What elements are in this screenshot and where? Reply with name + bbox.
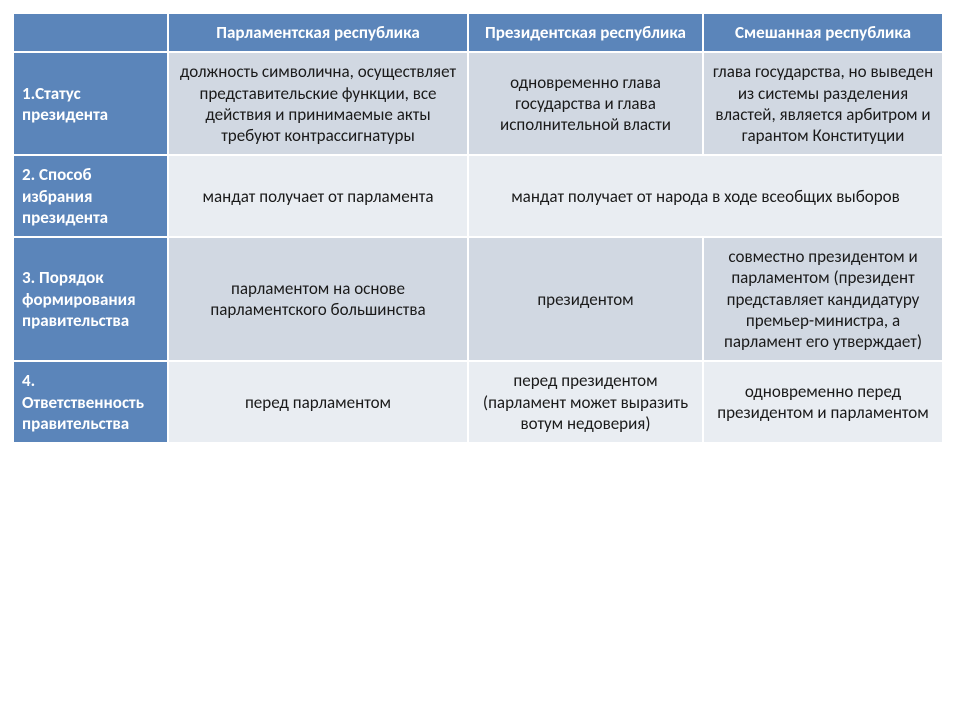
cell-r1c1: должность символична, осуществляет предс… — [168, 52, 468, 155]
col-header-1: Парламентская республика — [168, 13, 468, 52]
row-header-4: 4. Ответственность правительства — [13, 361, 168, 443]
corner-cell — [13, 13, 168, 52]
table-header-row: Парламентская республика Президентская р… — [13, 13, 943, 52]
row-header-1: 1.Статус президента — [13, 52, 168, 155]
cell-r4c2: перед президентом (парламент может выраз… — [468, 361, 703, 443]
cell-r3c3: совместно президентом и парламентом (пре… — [703, 237, 943, 361]
cell-r3c1: парламентом на основе парламентского бол… — [168, 237, 468, 361]
cell-r1c2: одновременно глава государства и глава и… — [468, 52, 703, 155]
col-header-3: Смешанная республика — [703, 13, 943, 52]
table-row: 1.Статус президента должность символична… — [13, 52, 943, 155]
cell-r4c1: перед парламентом — [168, 361, 468, 443]
col-header-2: Президентская республика — [468, 13, 703, 52]
cell-r4c3: одновременно перед президентом и парламе… — [703, 361, 943, 443]
cell-r1c3: глава государства, но выведен из системы… — [703, 52, 943, 155]
table-row: 3. Порядок формирования правительства па… — [13, 237, 943, 361]
cell-r2c1: мандат получает от парламента — [168, 155, 468, 237]
comparison-table: Парламентская республика Президентская р… — [12, 12, 944, 444]
table-row: 4. Ответственность правительства перед п… — [13, 361, 943, 443]
row-header-3: 3. Порядок формирования правительства — [13, 237, 168, 361]
cell-r2c23: мандат получает от народа в ходе всеобщи… — [468, 155, 943, 237]
row-header-2: 2. Способ избрания президента — [13, 155, 168, 237]
table-row: 2. Способ избрания президента мандат пол… — [13, 155, 943, 237]
cell-r3c2: президентом — [468, 237, 703, 361]
